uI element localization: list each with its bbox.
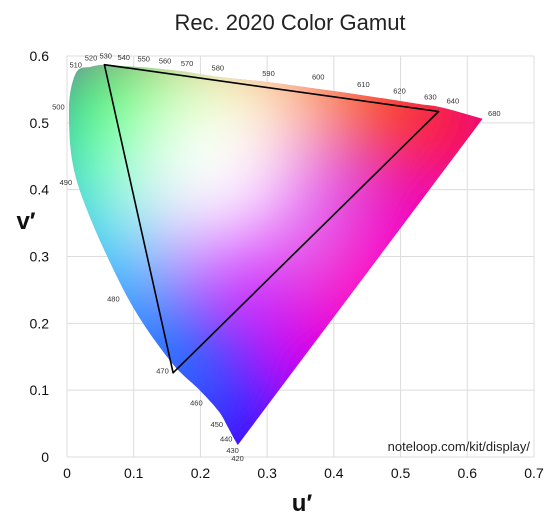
wavelength-label: 680 xyxy=(488,109,501,118)
x-tick-label: 0.2 xyxy=(191,465,211,481)
wavelength-label: 490 xyxy=(60,178,73,187)
x-axis-ticks: 0 0.1 0.2 0.3 0.4 0.5 0.6 0.7 xyxy=(63,465,544,481)
x-tick-label: 0.5 xyxy=(391,465,411,481)
y-axis-label: v′ xyxy=(16,208,35,235)
wavelength-label: 630 xyxy=(424,92,437,101)
wavelength-label: 500 xyxy=(52,103,65,112)
wavelength-label: 540 xyxy=(117,53,130,62)
wavelength-label: 520 xyxy=(85,54,98,63)
y-tick-label: 0.2 xyxy=(30,315,50,331)
wavelength-label: 640 xyxy=(447,97,460,106)
y-tick-label: 0.1 xyxy=(30,382,50,398)
color-blob xyxy=(118,341,309,446)
chart-title: Rec. 2020 Color Gamut xyxy=(174,10,405,35)
wavelength-label: 510 xyxy=(69,60,82,69)
y-tick-label: 0.6 xyxy=(30,48,50,64)
x-tick-label: 0.1 xyxy=(124,465,144,481)
x-tick-label: 0 xyxy=(63,465,71,481)
wavelength-label: 420 xyxy=(231,454,244,463)
wavelength-label: 480 xyxy=(107,294,120,303)
wavelength-label: 440 xyxy=(220,435,233,444)
x-tick-label: 0.7 xyxy=(524,465,544,481)
x-tick-label: 0.3 xyxy=(257,465,277,481)
wavelength-label: 580 xyxy=(212,64,225,73)
wavelength-label: 600 xyxy=(312,72,325,81)
rec2020-gamut-triangle xyxy=(103,63,440,374)
wavelength-label: 620 xyxy=(393,87,406,96)
wavelength-label: 570 xyxy=(181,59,194,68)
credit-url: noteloop.com/kit/display/ xyxy=(388,439,531,454)
wavelength-label: 560 xyxy=(159,56,172,65)
wavelength-label: 460 xyxy=(190,399,203,408)
wavelength-label: 530 xyxy=(99,52,112,61)
wavelength-label: 450 xyxy=(211,420,224,429)
wavelength-label: 430 xyxy=(226,446,239,455)
y-tick-label: 0.5 xyxy=(30,115,50,131)
wavelength-label: 610 xyxy=(357,80,370,89)
wavelength-label: 550 xyxy=(137,54,150,63)
y-tick-label: 0.4 xyxy=(30,182,50,198)
wavelength-label: 590 xyxy=(262,69,275,78)
y-tick-label: 0 xyxy=(41,449,49,465)
x-tick-label: 0.4 xyxy=(324,465,344,481)
x-axis-label: u′ xyxy=(292,490,313,517)
wavelength-label: 470 xyxy=(156,367,169,376)
y-tick-label: 0.3 xyxy=(30,249,50,265)
y-axis-ticks: 0 0.1 0.2 0.3 0.4 0.5 0.6 xyxy=(30,48,50,465)
color-blob xyxy=(130,79,311,260)
x-tick-label: 0.6 xyxy=(458,465,478,481)
